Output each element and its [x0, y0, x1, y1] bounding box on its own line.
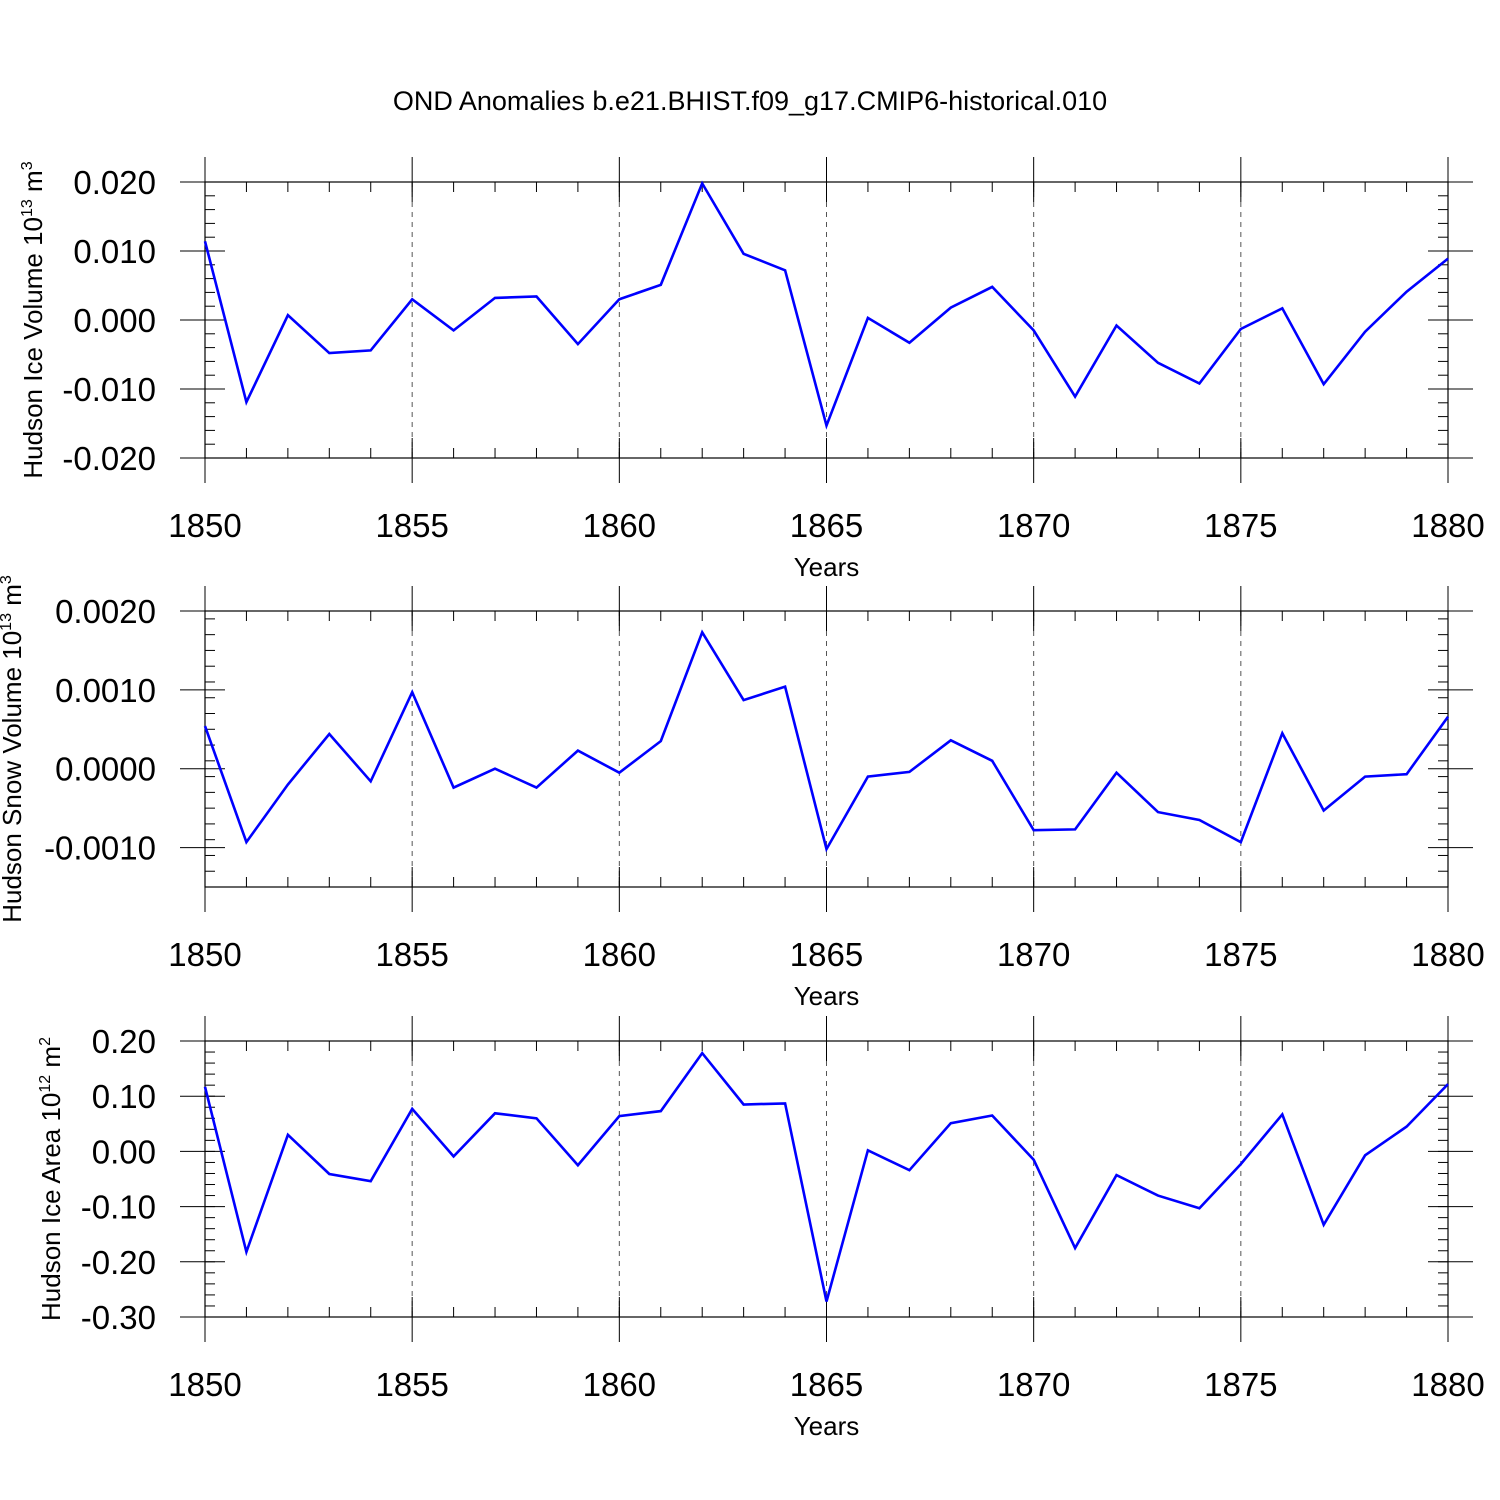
panels: -0.020 -0.010 0.000 0.010 0.020 1850 1855 1860 1… [0, 157, 1485, 1441]
x-tick-label: 1865 [790, 1366, 863, 1403]
x-tick-label: 1850 [168, 1366, 241, 1403]
y-tick-label: -0.0010 [44, 830, 156, 867]
x-tick-label: 1865 [790, 936, 863, 973]
panel-ice-volume: -0.020 -0.010 0.000 0.010 0.020 1850 1855 1860 1… [18, 157, 1485, 582]
y-tick-label: -0.10 [81, 1189, 156, 1226]
y-tick-label: 0.20 [92, 1023, 156, 1060]
x-tick-label: 1870 [997, 507, 1070, 544]
x-tick-label: 1860 [583, 936, 656, 973]
y-tick-label: 0.010 [73, 233, 156, 270]
x-tick-label: 1880 [1411, 936, 1484, 973]
x-axis-title: Years [794, 552, 860, 582]
x-tick-label: 1875 [1204, 1366, 1277, 1403]
x-tick-label: 1875 [1204, 507, 1277, 544]
y-tick-label: 0.0020 [55, 593, 156, 630]
x-tick-label: 1855 [375, 507, 448, 544]
y-tick-label: -0.20 [81, 1244, 156, 1281]
x-tick-label: 1870 [997, 936, 1070, 973]
x-tick-label: 1865 [790, 507, 863, 544]
y-tick-label: -0.010 [62, 371, 156, 408]
y-tick-label: -0.30 [81, 1299, 156, 1336]
x-tick-label: 1880 [1411, 1366, 1484, 1403]
x-tick-label: 1855 [375, 1366, 448, 1403]
series-line-ice-area [203, 1050, 1449, 1302]
x-tick-label: 1860 [583, 507, 656, 544]
x-axis-title: Years [794, 981, 860, 1011]
x-tick-label: 1880 [1411, 507, 1484, 544]
y-tick-label: 0.0010 [55, 672, 156, 709]
x-tick-label: 1855 [375, 936, 448, 973]
y-axis-title: Hudson Ice Area 1012 m2 [36, 1037, 66, 1321]
figure-title: OND Anomalies b.e21.BHIST.f09_g17.CMIP6-… [393, 86, 1107, 116]
series-line-snow-volume [203, 629, 1450, 853]
x-tick-label: 1870 [997, 1366, 1070, 1403]
y-axis-title: Hudson Ice Volume 1013 m3 [18, 161, 48, 478]
x-tick-label: 1860 [583, 1366, 656, 1403]
x-tick-label: 1850 [168, 507, 241, 544]
panel-snow-volume: -0.0010 0.0000 0.0010 0.0020 1850 1855 1860 186… [0, 575, 1485, 1011]
x-axis-title: Years [794, 1411, 860, 1441]
y-tick-label: 0.020 [73, 164, 156, 201]
y-tick-label: 0.10 [92, 1078, 156, 1115]
y-axis-title: Hudson Snow Volume 1013 m3 [0, 575, 27, 923]
y-tick-label: 0.0000 [55, 751, 156, 788]
series-line-ice-volume [203, 180, 1449, 430]
panel-ice-area: -0.30 -0.20 -0.10 0.00 0.10 0.20 1850 1855 1860 1… [36, 1016, 1485, 1441]
y-tick-label: -0.020 [62, 440, 156, 477]
x-tick-label: 1850 [168, 936, 241, 973]
y-tick-label: 0.00 [92, 1133, 156, 1170]
x-tick-label: 1875 [1204, 936, 1277, 973]
y-tick-label: 0.000 [73, 302, 156, 339]
